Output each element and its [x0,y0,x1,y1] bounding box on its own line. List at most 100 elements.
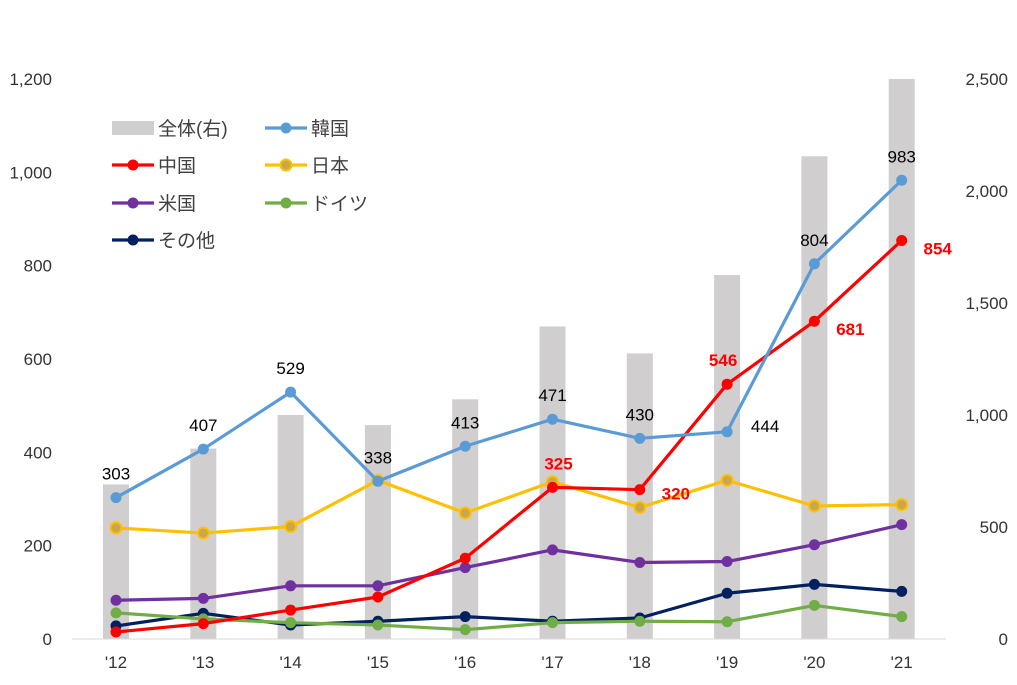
right-tick-label: 1,500 [965,294,1008,313]
series-line-3 [115,523,903,602]
series-0-point-1 [197,443,209,455]
data-label-0-8: 804 [800,231,828,250]
series-5-point-4 [459,611,471,623]
series-0-point-9 [896,174,908,186]
series-1-point-8 [808,315,820,327]
x-axis-ticks: '12 '13 '14 '15 '16 '17 '18 '19 '20 '21 [105,653,913,672]
series-1-point-5 [547,481,558,493]
series-3-point-5 [547,544,558,556]
series-5-point-8 [808,578,820,590]
x-tick-label: '14 [280,653,302,672]
bar-total-3 [364,425,391,639]
legend-label: 全体(右) [158,118,228,140]
series-3-point-8 [808,539,820,551]
data-label-1-5: 325 [544,454,572,473]
series-2-point-2 [284,520,298,534]
bar-total-8 [801,156,828,639]
right-tick-label: 2,000 [965,182,1008,201]
series-2-point-7 [720,473,734,487]
x-tick-label: '15 [367,653,389,672]
bar-total-9 [888,79,915,639]
left-tick-label: 0 [43,630,52,649]
right-tick-label: 2,500 [965,70,1008,89]
left-tick-label: 600 [24,350,52,369]
series-1-point-7 [721,378,733,390]
series-0-point-7 [721,426,733,438]
series-3-point-3 [372,580,384,592]
series-4-point-7 [721,616,733,628]
series-0-point-6 [634,432,646,444]
data-label-0-6: 430 [626,405,654,424]
legend-swatch-marker [280,197,292,209]
legend-label: 米国 [158,193,196,215]
series-line-0 [115,179,903,499]
series-0-point-5 [547,413,558,425]
series-line-5 [115,582,902,628]
series-2-point-4 [458,506,472,520]
series-4-point-3 [372,619,384,631]
series-1-point-3 [372,591,384,603]
series-0-point-8 [808,258,820,270]
data-label-1-6: 320 [662,485,690,504]
legend-swatch-marker [127,159,139,171]
x-tick-label: '21 [891,653,913,672]
legend-label: 中国 [158,155,196,177]
data-label-0-4: 413 [451,413,479,432]
legend-swatch-marker [127,234,139,246]
series-1-point-4 [459,552,471,564]
bar-total-7 [714,275,741,639]
left-tick-label: 400 [24,443,52,462]
series-4-point-0 [110,607,122,619]
series-5-point-7 [721,587,733,599]
series-4-point-4 [459,624,471,636]
data-label-0-2: 529 [276,359,304,378]
series-4-point-9 [896,611,908,623]
series-0-point-4 [459,440,471,452]
series-3-point-7 [721,556,733,568]
series-5-point-9 [896,585,908,597]
left-tick-label: 200 [24,537,52,556]
legend-swatch-marker [127,197,139,209]
left-tick-label: 800 [24,257,52,276]
series-3-point-1 [197,592,209,604]
left-axis-ticks: 0 200 400 600 800 1,000 1,200 [9,70,52,649]
bar-total-1 [190,448,217,639]
data-label-0-1: 407 [189,416,217,435]
left-tick-label: 1,000 [9,163,52,182]
series-0-point-2 [285,386,297,398]
series-3-point-4 [459,562,471,574]
data-label-0-9: 983 [888,147,916,166]
series-3-point-0 [110,594,122,606]
legend-label: その他 [158,230,215,252]
x-tick-label: '20 [803,653,825,672]
right-tick-label: 1,000 [965,406,1008,425]
series-2-point-0 [109,521,123,535]
series-2-point-6 [633,500,647,514]
series-4-point-2 [285,617,297,629]
series-4-point-5 [547,617,558,629]
x-tick-label: '13 [192,653,214,672]
series-4-point-8 [808,599,820,611]
right-tick-label: 0 [999,630,1008,649]
bars-layer [103,79,915,639]
series-1-point-2 [285,604,297,616]
series-0-point-0 [110,492,122,504]
right-tick-label: 500 [980,518,1008,537]
series-3-point-6 [634,556,646,568]
series-3-point-9 [896,519,908,531]
series-2-point-8 [807,499,821,513]
bar-total-6 [626,353,653,639]
x-tick-label: '18 [629,653,651,672]
legend-label: 日本 [311,155,349,177]
series-line-2 [115,478,902,535]
x-tick-label: '19 [716,653,738,672]
series-1-point-9 [896,234,908,246]
x-tick-label: '17 [541,653,563,672]
data-label-0-5: 471 [538,386,566,405]
legend-swatch-marker [279,158,293,172]
legend-swatch-bar [112,121,154,135]
series-1-point-0 [110,626,122,638]
legend-swatch-marker [280,122,292,134]
series-3-point-2 [285,580,297,592]
